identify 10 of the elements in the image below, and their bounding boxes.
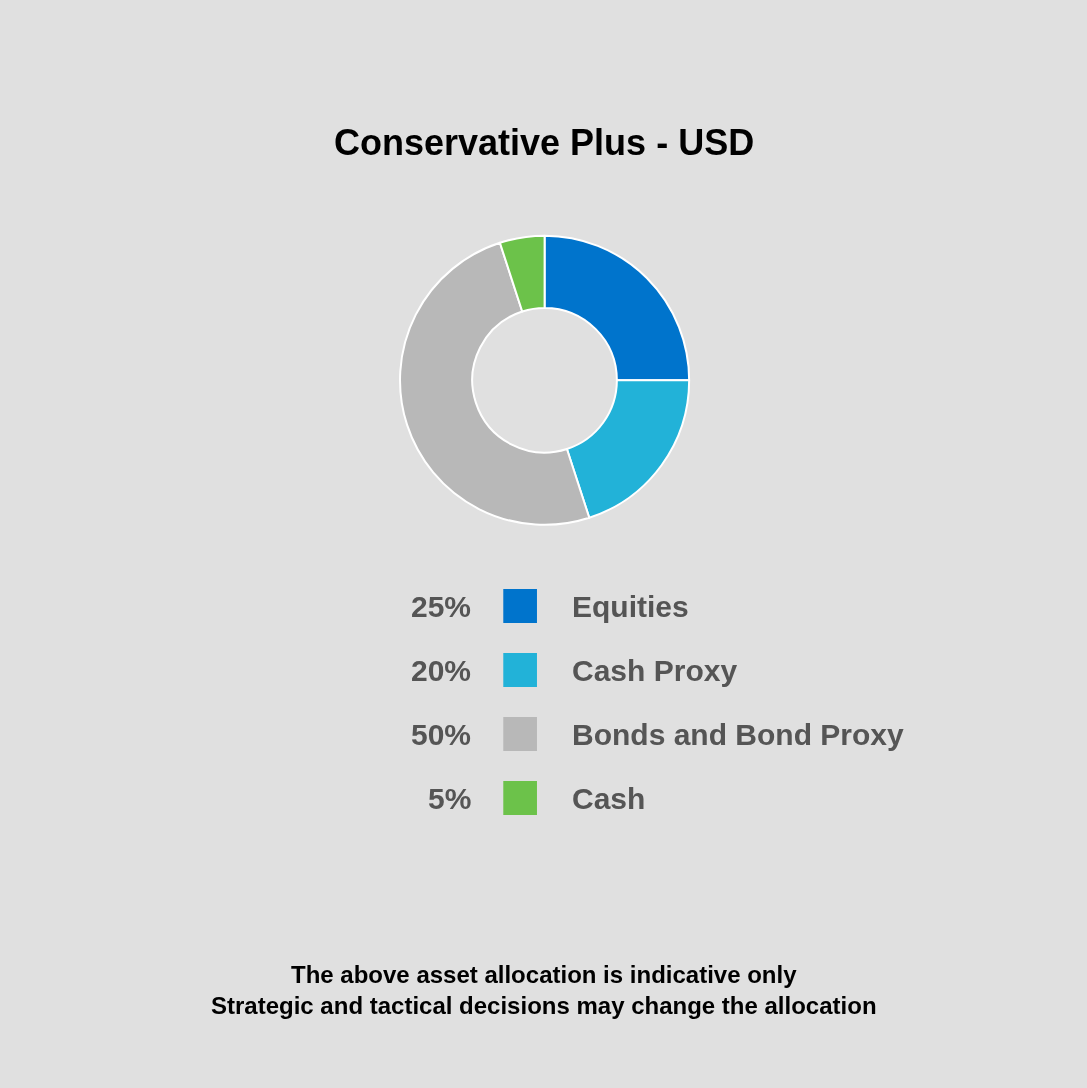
legend-label: Bonds and Bond Proxy [572, 718, 904, 751]
data-label: 5% [428, 782, 472, 815]
data-label: 20% [411, 654, 472, 687]
data-label: 25% [411, 590, 472, 623]
data-label: 50% [411, 718, 472, 751]
text: The above asset allocation is indicative only Strategic and tactical decisions may change the allocation [211, 961, 877, 1020]
legend-label: Cash [572, 782, 646, 815]
chart-title: Conservative Plus - USD [334, 122, 755, 163]
legend-label: Cash Proxy [572, 654, 738, 687]
legend-label: Equities [572, 590, 689, 623]
